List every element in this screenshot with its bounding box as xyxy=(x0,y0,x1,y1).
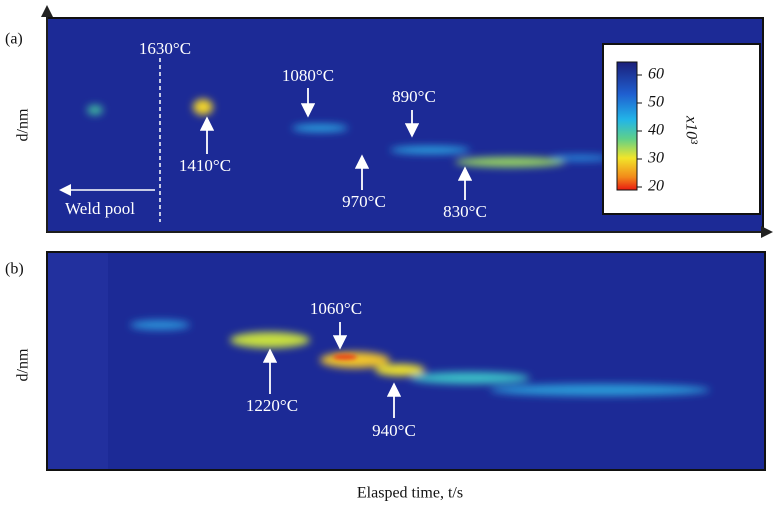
annotation: 890°C xyxy=(392,87,436,106)
y-axis-label: d/nm xyxy=(15,348,32,381)
annotation: 830°C xyxy=(443,202,487,221)
annotation: Weld pool xyxy=(65,199,135,218)
annotation: 970°C xyxy=(342,192,386,211)
annotation: 1060°C xyxy=(310,299,362,318)
colorbar-tick-label: 20 xyxy=(648,178,664,195)
colorbar-tick-label: 50 xyxy=(648,94,664,111)
annotation: 1080°C xyxy=(282,66,334,85)
y-axis-label: d/nm xyxy=(15,108,32,141)
annotation: 1410°C xyxy=(179,156,231,175)
x-axis-label: Elasped time, t/s xyxy=(357,485,463,502)
annotation: 1220°C xyxy=(246,396,298,415)
colorbar-label: x10³ xyxy=(682,115,699,144)
hot-spot xyxy=(333,354,357,360)
figure: (a) d/nm (b) d/nm 1630°C 1080°C 890°C 1410°C 970… xyxy=(0,0,773,509)
panel-label: (b) xyxy=(5,261,24,278)
colorbar-tick-label: 60 xyxy=(648,66,664,83)
colorbar-tick-label: 30 xyxy=(647,150,664,167)
colorbar-tick-label: 40 xyxy=(648,122,664,139)
panel-label: (a) xyxy=(5,31,23,48)
colorbar xyxy=(617,62,637,190)
annotation: 1630°C xyxy=(139,39,191,58)
heatmap-b-edge xyxy=(48,253,108,469)
annotation: 940°C xyxy=(372,421,416,440)
